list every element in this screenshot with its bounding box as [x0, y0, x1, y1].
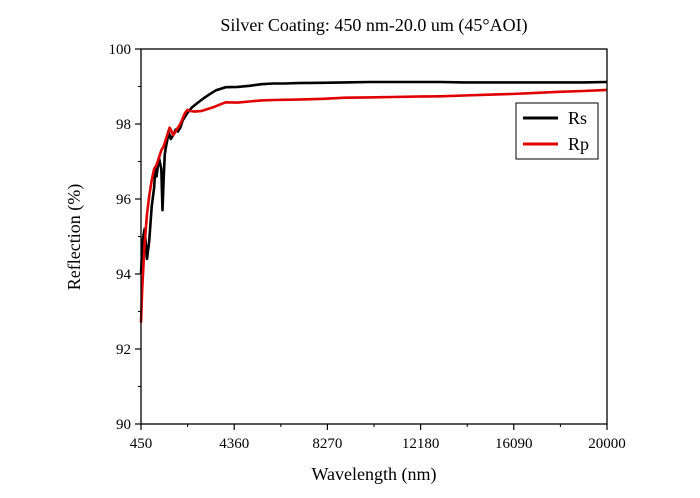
legend-label-rp: Rp [568, 134, 589, 154]
x-tick-label: 4360 [219, 436, 249, 452]
series-line-rs [139, 80, 608, 275]
x-axis-label: Wavelength (nm) [311, 464, 436, 485]
x-tick-label: 8270 [312, 436, 342, 452]
x-tick-label: 16090 [495, 436, 533, 452]
y-axis-label: Reflection (%) [64, 184, 85, 290]
plot-frame [140, 48, 608, 425]
legend: Rs Rp [515, 102, 599, 160]
y-tick-label: 94 [116, 267, 132, 283]
x-tick-label: 12180 [402, 436, 440, 452]
y-tick-label: 92 [116, 342, 131, 358]
ticks: 450 4360 8270 12180 16090 20000 90 92 94 96 98 100 [109, 42, 626, 452]
y-tick-label: 96 [116, 192, 132, 208]
y-tick-label: 90 [116, 417, 131, 433]
y-tick-label: 100 [109, 42, 132, 58]
legend-label-rs: Rs [568, 108, 587, 128]
plot-lines [139, 80, 608, 323]
series-line-rp [139, 88, 608, 323]
x-tick-label: 20000 [588, 436, 626, 452]
y-tick-label: 98 [116, 117, 131, 133]
chart-title: Silver Coating: 450 nm-20.0 um (45°AOI) [220, 15, 527, 36]
x-tick-label: 450 [130, 436, 153, 452]
legend-box [515, 102, 599, 160]
